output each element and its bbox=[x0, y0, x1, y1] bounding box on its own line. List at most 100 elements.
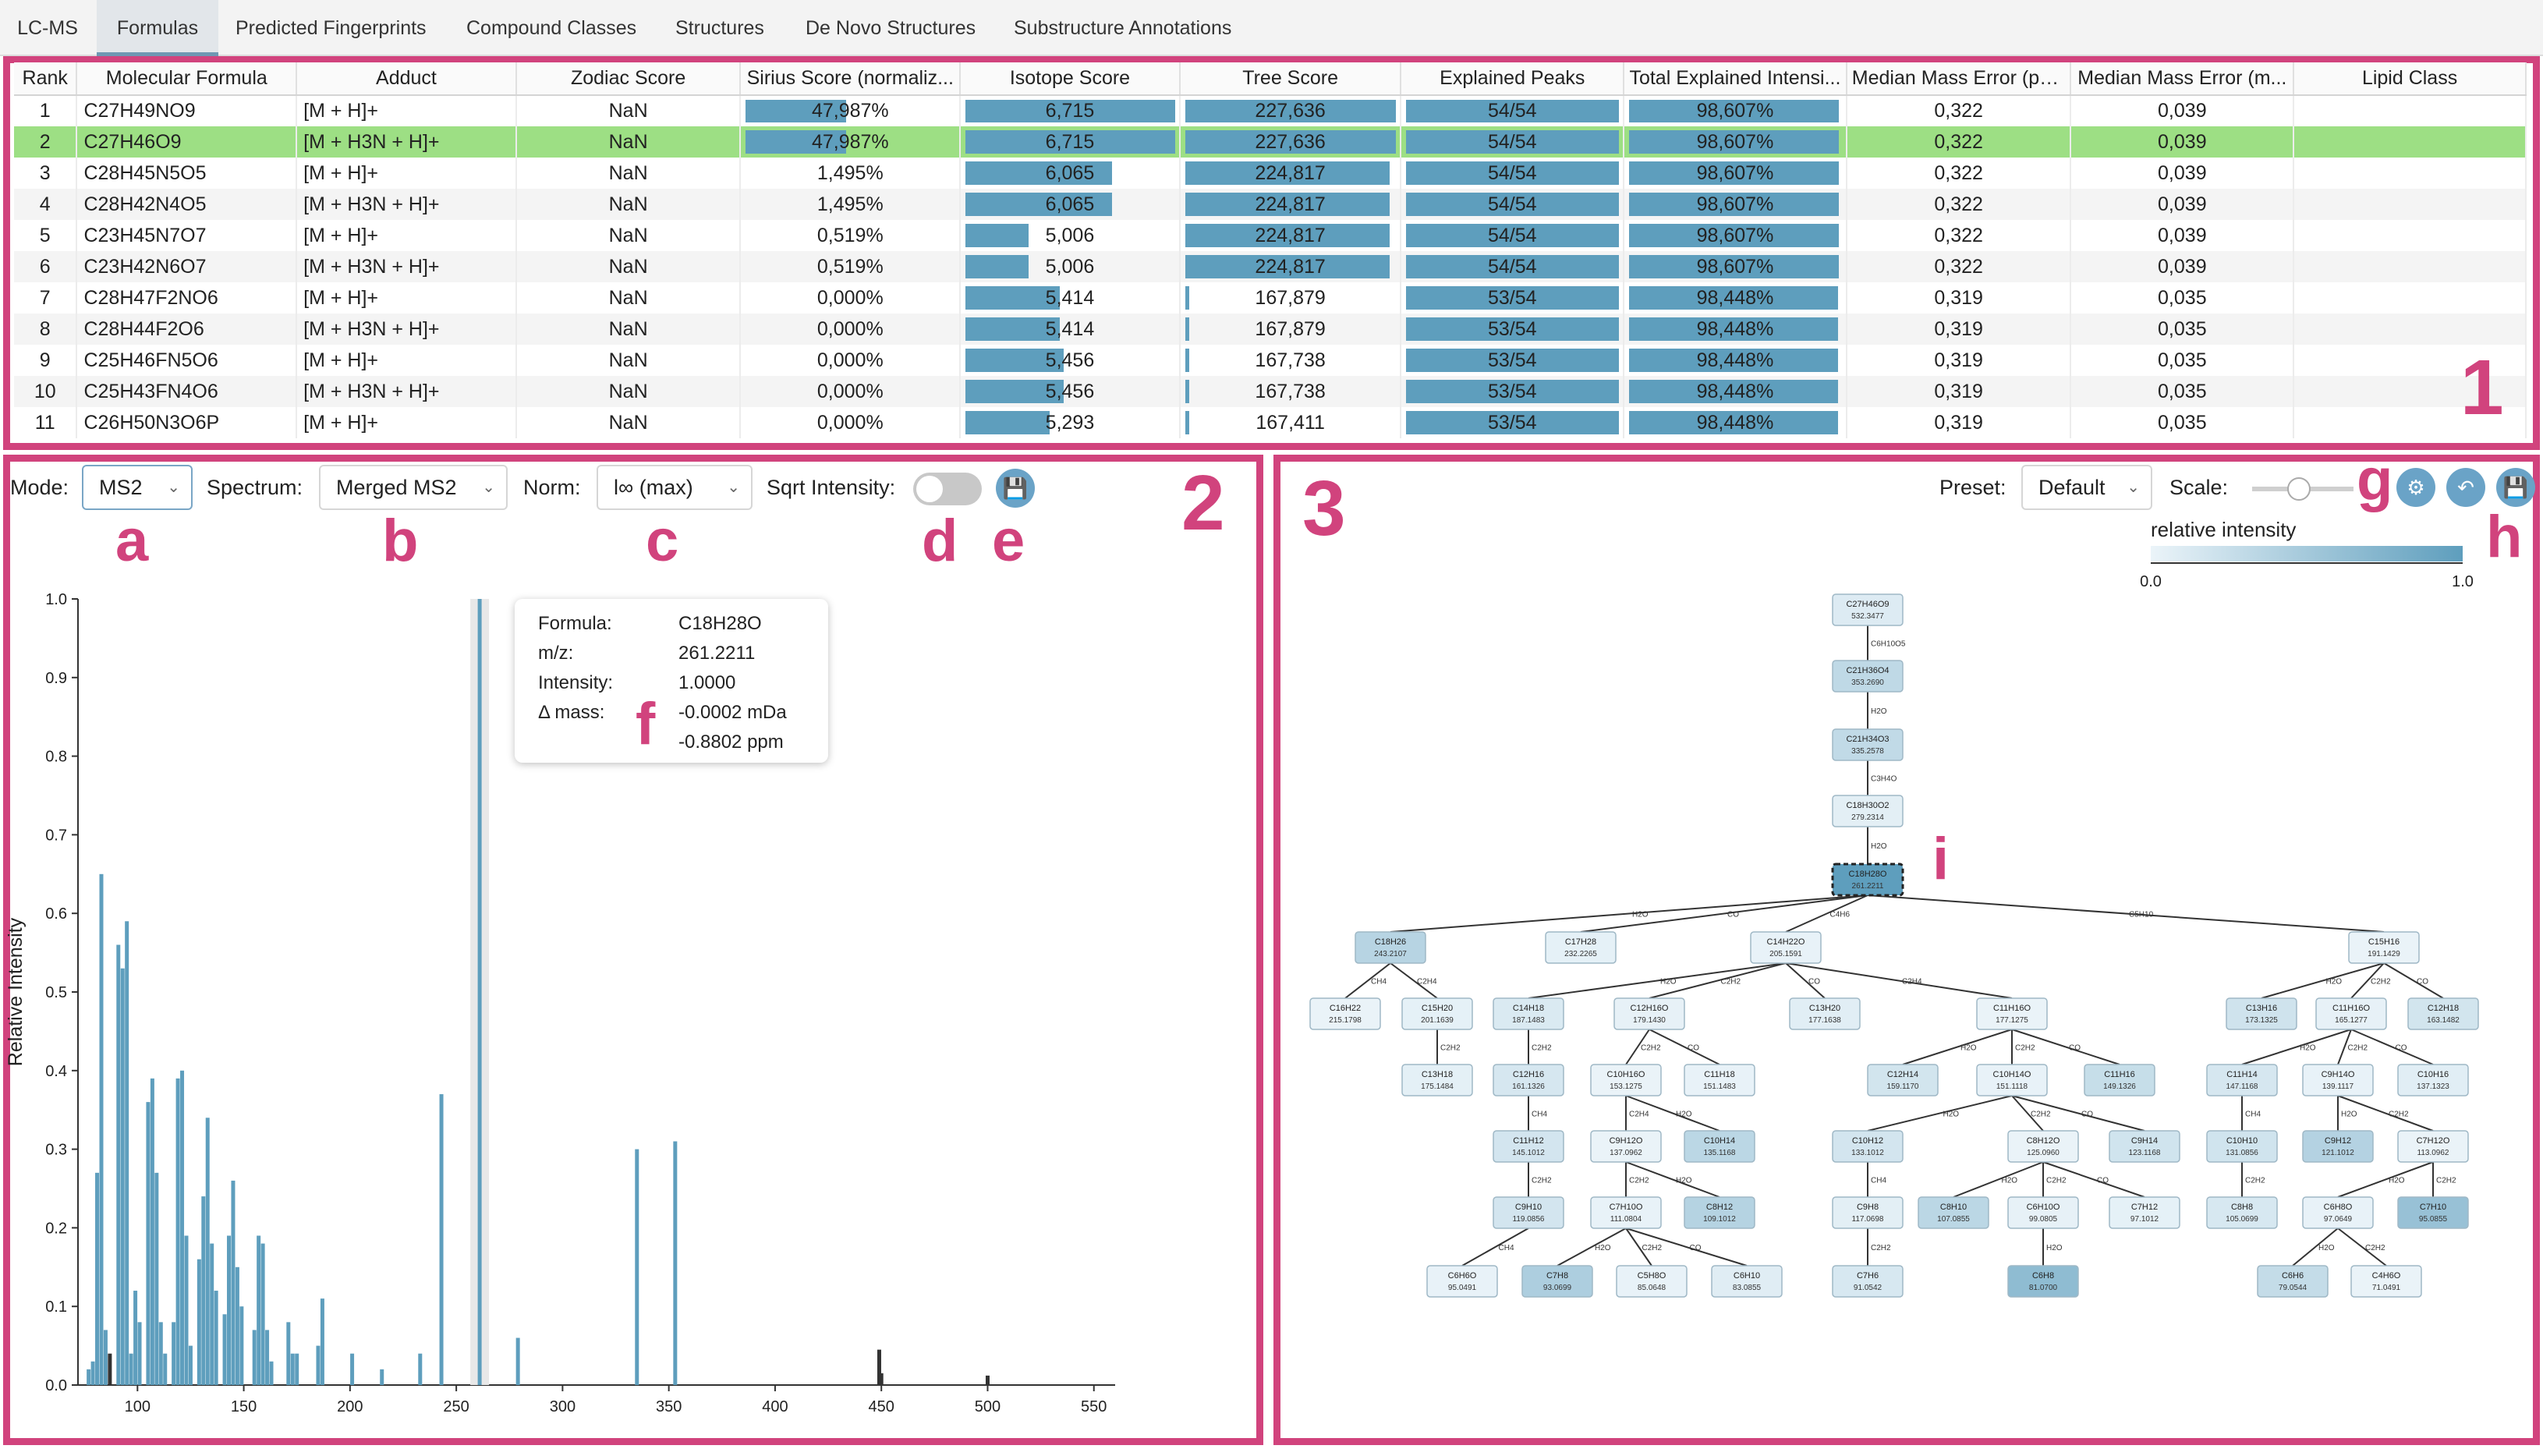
spectrum-peak[interactable] bbox=[231, 1180, 236, 1385]
mode-select[interactable]: MS2 ⌄ bbox=[82, 465, 193, 510]
tree-node[interactable] bbox=[2109, 1196, 2180, 1229]
preset-select[interactable]: Default ⌄ bbox=[2021, 465, 2152, 510]
save-icon[interactable]: 💾 bbox=[2496, 468, 2535, 507]
spectrum-peak[interactable] bbox=[257, 1235, 261, 1385]
spectrum-select[interactable]: Merged MS2 ⌄ bbox=[319, 465, 508, 510]
spectrum-peak[interactable] bbox=[879, 1373, 884, 1385]
table-row[interactable]: 4 C28H42N4O5 [M + H3N + H]+ NaN 1,495% 6,065 2… bbox=[14, 189, 2527, 220]
spectrum-peak[interactable] bbox=[146, 1102, 151, 1385]
table-row[interactable]: 11 C26H50N3O6P [M + H]+ NaN 0,000% 5,293 167,4… bbox=[14, 407, 2527, 438]
tree-node[interactable] bbox=[1590, 1196, 1662, 1229]
column-header[interactable]: Median Mass Error (m... bbox=[2070, 62, 2295, 96]
tree-node[interactable] bbox=[1750, 931, 1822, 964]
tree-node[interactable] bbox=[1401, 1064, 1473, 1096]
column-header[interactable]: Isotope Score bbox=[960, 62, 1181, 96]
column-header[interactable]: Explained Peaks bbox=[1401, 62, 1625, 96]
spectrum-peak[interactable] bbox=[290, 1353, 295, 1385]
spectrum-peak[interactable] bbox=[180, 1070, 185, 1385]
spectrum-peak[interactable] bbox=[235, 1266, 239, 1385]
table-row[interactable]: 9 C25H46FN5O6 [M + H]+ NaN 0,000% 5,456 167,73… bbox=[14, 345, 2527, 376]
scale-slider[interactable] bbox=[2252, 477, 2354, 501]
spectrum-peak[interactable] bbox=[316, 1345, 321, 1385]
tree-node[interactable] bbox=[1832, 660, 1904, 693]
tree-node[interactable] bbox=[1976, 997, 2048, 1030]
spectrum-peak[interactable] bbox=[158, 1322, 163, 1385]
table-row[interactable]: 6 C23H42N6O7 [M + H3N + H]+ NaN 0,519% 5,006 2… bbox=[14, 251, 2527, 282]
spectrum-peak[interactable] bbox=[210, 1243, 214, 1385]
save-icon[interactable]: 💾 bbox=[996, 469, 1035, 508]
spectrum-peak[interactable] bbox=[295, 1353, 299, 1385]
tree-node[interactable] bbox=[1493, 997, 1564, 1030]
spectrum-peak[interactable] bbox=[350, 1353, 355, 1385]
tree-node[interactable] bbox=[1684, 1130, 1755, 1163]
spectrum-peak[interactable] bbox=[252, 1330, 257, 1385]
tree-node[interactable] bbox=[1590, 1130, 1662, 1163]
spectrum-peak[interactable] bbox=[286, 1322, 291, 1385]
tree-node[interactable] bbox=[1684, 1196, 1755, 1229]
spectrum-peak[interactable] bbox=[197, 1259, 201, 1385]
tab-lc-ms[interactable]: LC-MS bbox=[17, 17, 78, 39]
tree-node[interactable] bbox=[2348, 931, 2420, 964]
tree-node[interactable] bbox=[1832, 1130, 1904, 1163]
tree-node[interactable] bbox=[1590, 1064, 1662, 1096]
tree-node[interactable] bbox=[1789, 997, 1861, 1030]
spectrum-peak[interactable] bbox=[260, 1243, 265, 1385]
tab-formulas[interactable]: Formulas bbox=[97, 0, 218, 56]
spectrum-peak[interactable] bbox=[380, 1369, 384, 1385]
tab-substructure-annotations[interactable]: Substructure Annotations bbox=[1014, 17, 1232, 39]
tree-node[interactable] bbox=[2206, 1196, 2278, 1229]
spectrum-peak[interactable] bbox=[265, 1330, 270, 1385]
tree-node[interactable] bbox=[2226, 997, 2297, 1030]
spectrum-peak[interactable] bbox=[90, 1361, 95, 1385]
tree-node[interactable] bbox=[1616, 1265, 1688, 1298]
tab-predicted-fingerprints[interactable]: Predicted Fingerprints bbox=[236, 17, 427, 39]
column-header[interactable]: Zodiac Score bbox=[515, 62, 742, 96]
tree-node[interactable] bbox=[1545, 931, 1617, 964]
column-header[interactable]: Molecular Formula bbox=[76, 62, 298, 96]
tab-compound-classes[interactable]: Compound Classes bbox=[466, 17, 637, 39]
tree-node-selected[interactable] bbox=[1831, 863, 1904, 897]
spectrum-peak[interactable] bbox=[673, 1141, 678, 1385]
tree-node[interactable] bbox=[2350, 1265, 2422, 1298]
tree-node[interactable] bbox=[1684, 1064, 1755, 1096]
spectrum-peak[interactable] bbox=[137, 1322, 142, 1385]
spectrum-peak[interactable] bbox=[154, 1172, 159, 1385]
tree-node[interactable] bbox=[2206, 1064, 2278, 1096]
spectrum-peak[interactable] bbox=[116, 944, 121, 1385]
tree-node[interactable] bbox=[1976, 1064, 2048, 1096]
spectrum-peak[interactable] bbox=[120, 968, 125, 1385]
column-header[interactable]: Sirius Score (normaliz... bbox=[740, 62, 962, 96]
table-row[interactable]: 5 C23H45N7O7 [M + H]+ NaN 0,519% 5,006 224,817… bbox=[14, 220, 2527, 251]
spectrum-peak[interactable] bbox=[269, 1361, 274, 1385]
table-row[interactable]: 7 C28H47F2NO6 [M + H]+ NaN 0,000% 5,414 167,87… bbox=[14, 282, 2527, 314]
spectrum-peak[interactable] bbox=[125, 921, 129, 1385]
spectrum-peak[interactable] bbox=[108, 1353, 112, 1385]
tree-node[interactable] bbox=[1493, 1130, 1564, 1163]
sqrt-intensity-toggle[interactable] bbox=[913, 473, 982, 505]
tree-node[interactable] bbox=[1426, 1265, 1498, 1298]
spectrum-peak[interactable] bbox=[205, 1118, 210, 1385]
tree-node[interactable] bbox=[1832, 593, 1904, 626]
spectrum-peak[interactable] bbox=[214, 1291, 218, 1385]
tree-node[interactable] bbox=[2302, 1196, 2374, 1229]
norm-select[interactable]: l∞ (max) ⌄ bbox=[597, 465, 753, 510]
tree-node[interactable] bbox=[2302, 1064, 2374, 1096]
tab-de-novo-structures[interactable]: De Novo Structures bbox=[806, 17, 976, 39]
spectrum-peak[interactable] bbox=[635, 1149, 639, 1385]
table-row[interactable]: 3 C28H45N5O5 [M + H]+ NaN 1,495% 6,065 224,817… bbox=[14, 158, 2527, 189]
column-header[interactable]: Tree Score bbox=[1179, 62, 1402, 96]
spectrum-peak[interactable] bbox=[175, 1078, 180, 1385]
tree-node[interactable] bbox=[1355, 931, 1426, 964]
tree-node[interactable] bbox=[1309, 997, 1381, 1030]
spectrum-peak[interactable] bbox=[163, 1353, 168, 1385]
gear-icon[interactable]: ⚙ bbox=[2396, 468, 2435, 507]
tree-node[interactable] bbox=[2257, 1265, 2329, 1298]
tree-node[interactable] bbox=[2007, 1265, 2079, 1298]
tree-node[interactable] bbox=[1832, 1196, 1904, 1229]
tree-node[interactable] bbox=[1711, 1265, 1783, 1298]
spectrum-peak[interactable] bbox=[227, 1235, 232, 1385]
spectrum-peak[interactable] bbox=[150, 1078, 154, 1385]
tree-node[interactable] bbox=[2407, 997, 2479, 1030]
tree-node[interactable] bbox=[1493, 1064, 1564, 1096]
